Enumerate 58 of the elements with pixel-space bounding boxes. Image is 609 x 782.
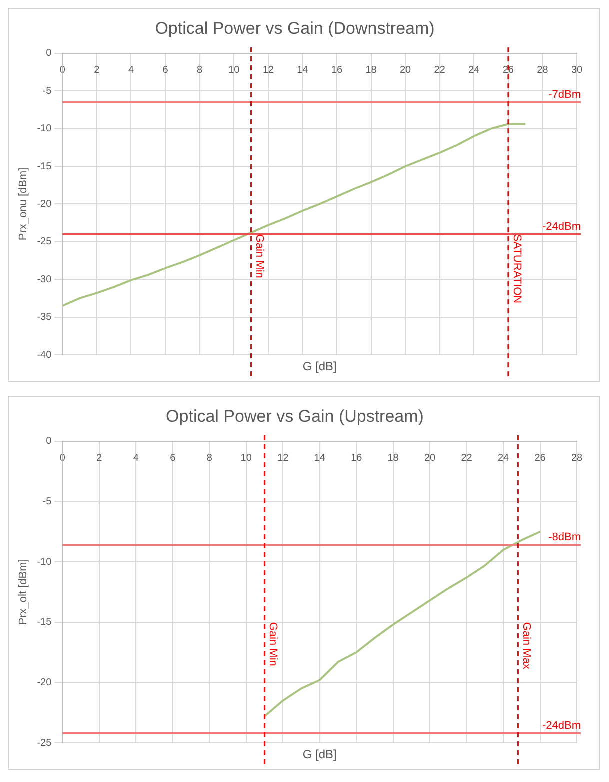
x-tick-label: 10 xyxy=(228,65,240,76)
x-tick-label: 16 xyxy=(331,65,343,76)
y-tick-label: -35 xyxy=(37,312,52,324)
x-tick-label: 28 xyxy=(537,65,549,76)
y-axis-title: Prx_onu [dBm] xyxy=(18,168,30,241)
x-tick-label: 12 xyxy=(262,65,274,76)
y-tick-label: 0 xyxy=(46,436,52,448)
x-tick-label: 6 xyxy=(162,65,169,76)
ref-line-label: Gain Min xyxy=(267,622,280,666)
y-tick-label: -10 xyxy=(37,124,52,135)
ref-line-label: -7dBm xyxy=(548,88,581,101)
x-tick-label: 18 xyxy=(366,65,378,76)
x-tick-label: 14 xyxy=(297,65,309,76)
y-tick-label: -10 xyxy=(37,556,52,568)
y-tick-label: -25 xyxy=(37,738,52,749)
x-tick-label: 24 xyxy=(498,453,510,464)
ref-line-label: -8dBm xyxy=(548,532,581,544)
chart-title: Optical Power vs Gain (Upstream) xyxy=(166,406,424,426)
x-tick-label: 30 xyxy=(571,65,583,76)
y-tick-label: -20 xyxy=(37,198,52,210)
x-tick-label: 4 xyxy=(128,65,134,76)
x-tick-label: 16 xyxy=(351,453,363,464)
x-tick-label: 4 xyxy=(133,453,140,464)
x-tick-label: 14 xyxy=(314,453,326,464)
ref-line-label: -24dBm xyxy=(542,220,581,233)
x-tick-label: 6 xyxy=(170,453,176,464)
x-tick-label: 26 xyxy=(502,65,514,76)
x-tick-label: 22 xyxy=(461,453,473,464)
ref-line-label: -24dBm xyxy=(542,720,581,732)
y-tick-label: -40 xyxy=(37,350,52,361)
y-tick-label: -30 xyxy=(37,274,52,286)
x-tick-label: 22 xyxy=(434,65,446,76)
x-tick-label: 24 xyxy=(468,65,480,76)
y-tick-label: -25 xyxy=(37,236,52,248)
x-axis-title: G [dB] xyxy=(302,747,337,762)
x-tick-label: 8 xyxy=(197,65,204,76)
chart-title: Optical Power vs Gain (Downstream) xyxy=(155,18,435,38)
x-axis-title: G [dB] xyxy=(302,359,337,374)
x-tick-label: 18 xyxy=(388,453,400,464)
ref-line-label: SATURATION xyxy=(510,234,523,304)
x-tick-label: 26 xyxy=(534,453,546,464)
ref-line-label: Gain Max xyxy=(520,622,533,670)
x-tick-label: 2 xyxy=(94,65,100,76)
y-tick-label: -15 xyxy=(37,617,52,628)
x-tick-label: 28 xyxy=(571,453,583,464)
y-tick-label: 0 xyxy=(46,48,52,60)
x-tick-label: 20 xyxy=(400,65,412,76)
x-tick-label: 2 xyxy=(96,453,103,464)
x-tick-label: 8 xyxy=(206,453,213,464)
y-tick-label: -5 xyxy=(42,86,52,97)
x-tick-label: 12 xyxy=(278,453,290,464)
y-tick-label: -20 xyxy=(37,677,52,688)
y-axis-title: Prx_olt [dBm] xyxy=(18,559,30,626)
y-tick-label: -15 xyxy=(37,161,52,172)
y-tick-label: -5 xyxy=(42,496,52,508)
ref-line-label: Gain Min xyxy=(254,234,266,278)
x-tick-label: 10 xyxy=(240,453,252,464)
x-tick-label: 20 xyxy=(424,453,436,464)
